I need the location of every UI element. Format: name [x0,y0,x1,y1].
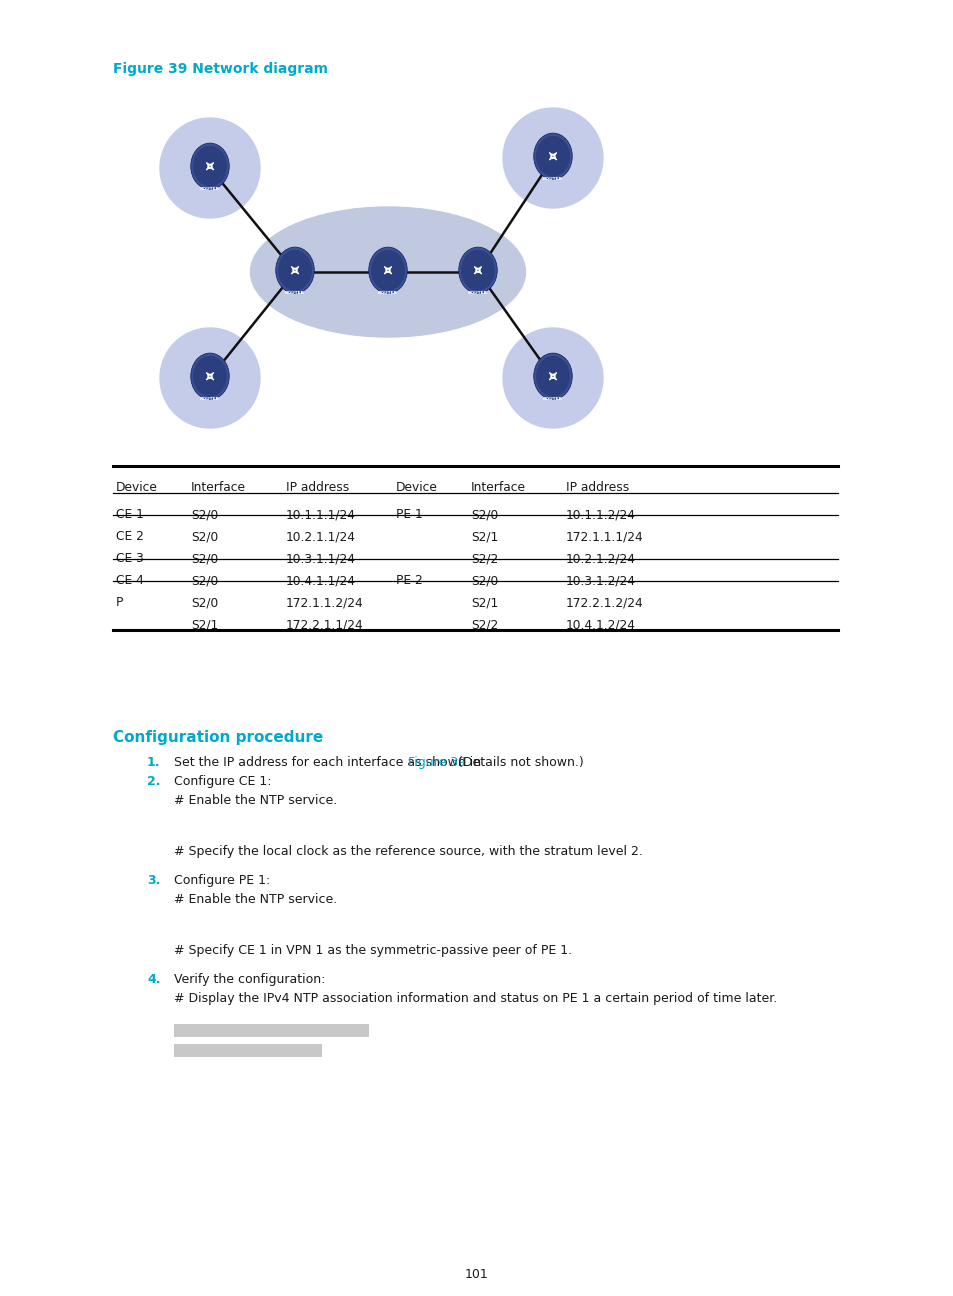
Ellipse shape [191,143,229,189]
Text: ROUTER: ROUTER [542,176,562,180]
Text: Device: Device [116,481,157,494]
Text: ROUTER: ROUTER [542,397,562,400]
Text: ROUTER: ROUTER [468,290,488,294]
Text: S2/1: S2/1 [471,596,497,609]
Text: S2/2: S2/2 [471,618,497,631]
Text: 172.1.1.2/24: 172.1.1.2/24 [286,596,363,609]
Text: Verify the configuration:: Verify the configuration: [173,973,325,986]
Text: Configure PE 1:: Configure PE 1: [173,874,270,886]
Ellipse shape [369,248,407,293]
Ellipse shape [371,250,405,290]
Text: Interface: Interface [191,481,246,494]
Text: S2/0: S2/0 [191,574,218,587]
Text: 10.1.1.2/24: 10.1.1.2/24 [565,508,636,521]
Text: S2/0: S2/0 [471,508,497,521]
Text: 2.: 2. [147,775,160,788]
Text: 172.2.1.2/24: 172.2.1.2/24 [565,596,643,609]
Text: Figure 39 Network diagram: Figure 39 Network diagram [112,62,328,76]
Text: P: P [116,596,123,609]
Text: Figure 39: Figure 39 [408,756,465,769]
Ellipse shape [251,207,525,337]
Ellipse shape [275,248,314,293]
Text: S2/0: S2/0 [191,552,218,565]
Circle shape [502,108,602,207]
Text: Set the IP address for each interface as shown in: Set the IP address for each interface as… [173,756,485,769]
Text: 10.3.1.1/24: 10.3.1.1/24 [286,552,355,565]
Text: 10.4.1.2/24: 10.4.1.2/24 [565,618,636,631]
Ellipse shape [193,146,227,187]
Text: 10.1.1.1/24: 10.1.1.1/24 [286,508,355,521]
Text: # Specify the local clock as the reference source, with the stratum level 2.: # Specify the local clock as the referen… [173,845,642,858]
Text: ROUTER: ROUTER [200,397,220,400]
Text: IP address: IP address [565,481,629,494]
Text: # Specify CE 1 in VPN 1 as the symmetric-passive peer of PE 1.: # Specify CE 1 in VPN 1 as the symmetric… [173,943,572,956]
Text: 4.: 4. [147,973,160,986]
Text: CE 2: CE 2 [116,530,144,543]
Text: 10.2.1.2/24: 10.2.1.2/24 [565,552,636,565]
Text: PE 1: PE 1 [395,508,422,521]
Text: 3.: 3. [147,874,160,886]
Ellipse shape [458,248,497,293]
Text: . (Details not shown.): . (Details not shown.) [450,756,583,769]
Circle shape [160,328,260,428]
Text: Configuration procedure: Configuration procedure [112,730,323,745]
Text: S2/0: S2/0 [191,508,218,521]
Ellipse shape [533,353,572,399]
FancyBboxPatch shape [173,1024,369,1037]
Ellipse shape [191,353,229,399]
Text: # Enable the NTP service.: # Enable the NTP service. [173,794,337,807]
Text: Interface: Interface [471,481,525,494]
Text: 172.2.1.1/24: 172.2.1.1/24 [286,618,363,631]
Text: CE 4: CE 4 [116,574,144,587]
Text: 10.4.1.1/24: 10.4.1.1/24 [286,574,355,587]
Text: ROUTER: ROUTER [377,290,397,294]
Text: CE 1: CE 1 [116,508,144,521]
Text: 101: 101 [465,1267,488,1280]
Text: CE 3: CE 3 [116,552,144,565]
Text: ROUTER: ROUTER [200,187,220,191]
Ellipse shape [536,356,570,397]
Text: Configure CE 1:: Configure CE 1: [173,775,272,788]
Ellipse shape [533,133,572,179]
Text: 10.3.1.2/24: 10.3.1.2/24 [565,574,636,587]
Ellipse shape [460,250,495,290]
Text: 172.1.1.1/24: 172.1.1.1/24 [565,530,643,543]
Ellipse shape [193,356,227,397]
Text: S2/1: S2/1 [471,530,497,543]
Circle shape [160,118,260,218]
Ellipse shape [536,136,570,176]
Text: # Enable the NTP service.: # Enable the NTP service. [173,893,337,906]
Text: 10.2.1.1/24: 10.2.1.1/24 [286,530,355,543]
Text: IP address: IP address [286,481,349,494]
Text: # Display the IPv4 NTP association information and status on PE 1 a certain peri: # Display the IPv4 NTP association infor… [173,991,777,1004]
Text: ROUTER: ROUTER [285,290,305,294]
Circle shape [502,328,602,428]
Text: S2/0: S2/0 [471,574,497,587]
Text: S2/0: S2/0 [191,596,218,609]
Text: 1.: 1. [147,756,160,769]
Text: S2/1: S2/1 [191,618,218,631]
Text: S2/2: S2/2 [471,552,497,565]
Ellipse shape [277,250,312,290]
FancyBboxPatch shape [173,1045,322,1058]
Text: PE 2: PE 2 [395,574,422,587]
Text: Device: Device [395,481,437,494]
Text: S2/0: S2/0 [191,530,218,543]
